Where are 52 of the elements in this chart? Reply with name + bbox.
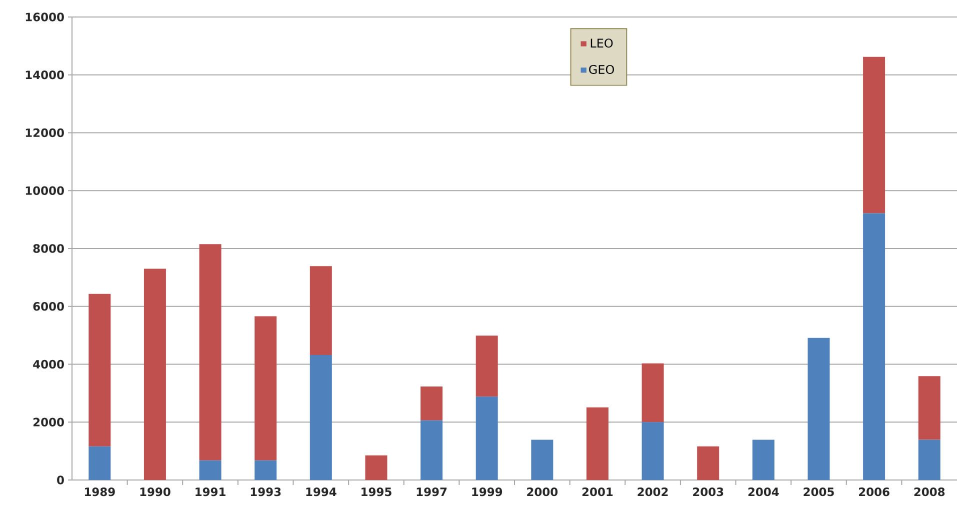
x-tick-label: 2002: [638, 488, 668, 496]
bar: [863, 213, 886, 480]
legend-label: LEO: [590, 38, 613, 48]
bar: [586, 407, 608, 480]
legend-label: GEO: [589, 64, 614, 74]
bar: [476, 396, 498, 480]
bar: [310, 354, 332, 480]
bar: [808, 338, 830, 480]
x-tick-label: 1994: [306, 488, 336, 496]
x-tick-label: 2008: [914, 488, 945, 496]
x-tick-label: 1990: [140, 488, 170, 496]
x-tick-label: 2005: [804, 488, 834, 496]
bar: [254, 460, 277, 480]
x-tick-label: 1995: [362, 488, 392, 496]
y-tick-label: 14000: [26, 70, 64, 80]
bar: [697, 446, 720, 480]
x-tick-label: 2003: [693, 488, 724, 496]
x-tick-label: 1999: [472, 488, 502, 496]
bar: [642, 422, 664, 480]
bar: [918, 376, 940, 440]
bar: [310, 266, 332, 355]
bar: [199, 460, 222, 480]
y-tick-label: 0: [57, 476, 64, 484]
y-tick-label: 4000: [33, 360, 64, 369]
bar: [863, 56, 886, 214]
x-tick-label: 1991: [196, 488, 226, 496]
bar: [88, 294, 111, 446]
x-tick-label: 2004: [748, 488, 779, 496]
bar: [420, 420, 443, 480]
x-tick-label: 1993: [250, 488, 281, 496]
bar: [420, 386, 443, 420]
y-tick-label: 8000: [33, 244, 64, 253]
y-tick-label: 6000: [33, 302, 64, 311]
bar: [88, 446, 111, 480]
y-tick-label: 16000: [26, 12, 64, 22]
x-tick-label: 2000: [527, 488, 558, 496]
bar: [531, 440, 554, 480]
y-tick-label: 10000: [26, 186, 64, 195]
bar: [642, 363, 664, 422]
y-tick-label: 12000: [26, 128, 64, 138]
x-tick-label: 2001: [582, 488, 613, 496]
bar: [752, 440, 774, 480]
bar: [365, 455, 388, 480]
x-tick-label: 1989: [85, 488, 115, 496]
y-tick-label: 2000: [34, 418, 64, 426]
bar: [918, 440, 940, 480]
bar: [254, 316, 277, 460]
bar: [144, 268, 166, 480]
x-tick-label: 2006: [859, 488, 890, 496]
x-tick-label: 1997: [416, 488, 447, 496]
bar: [199, 244, 222, 460]
bar: [476, 336, 498, 397]
